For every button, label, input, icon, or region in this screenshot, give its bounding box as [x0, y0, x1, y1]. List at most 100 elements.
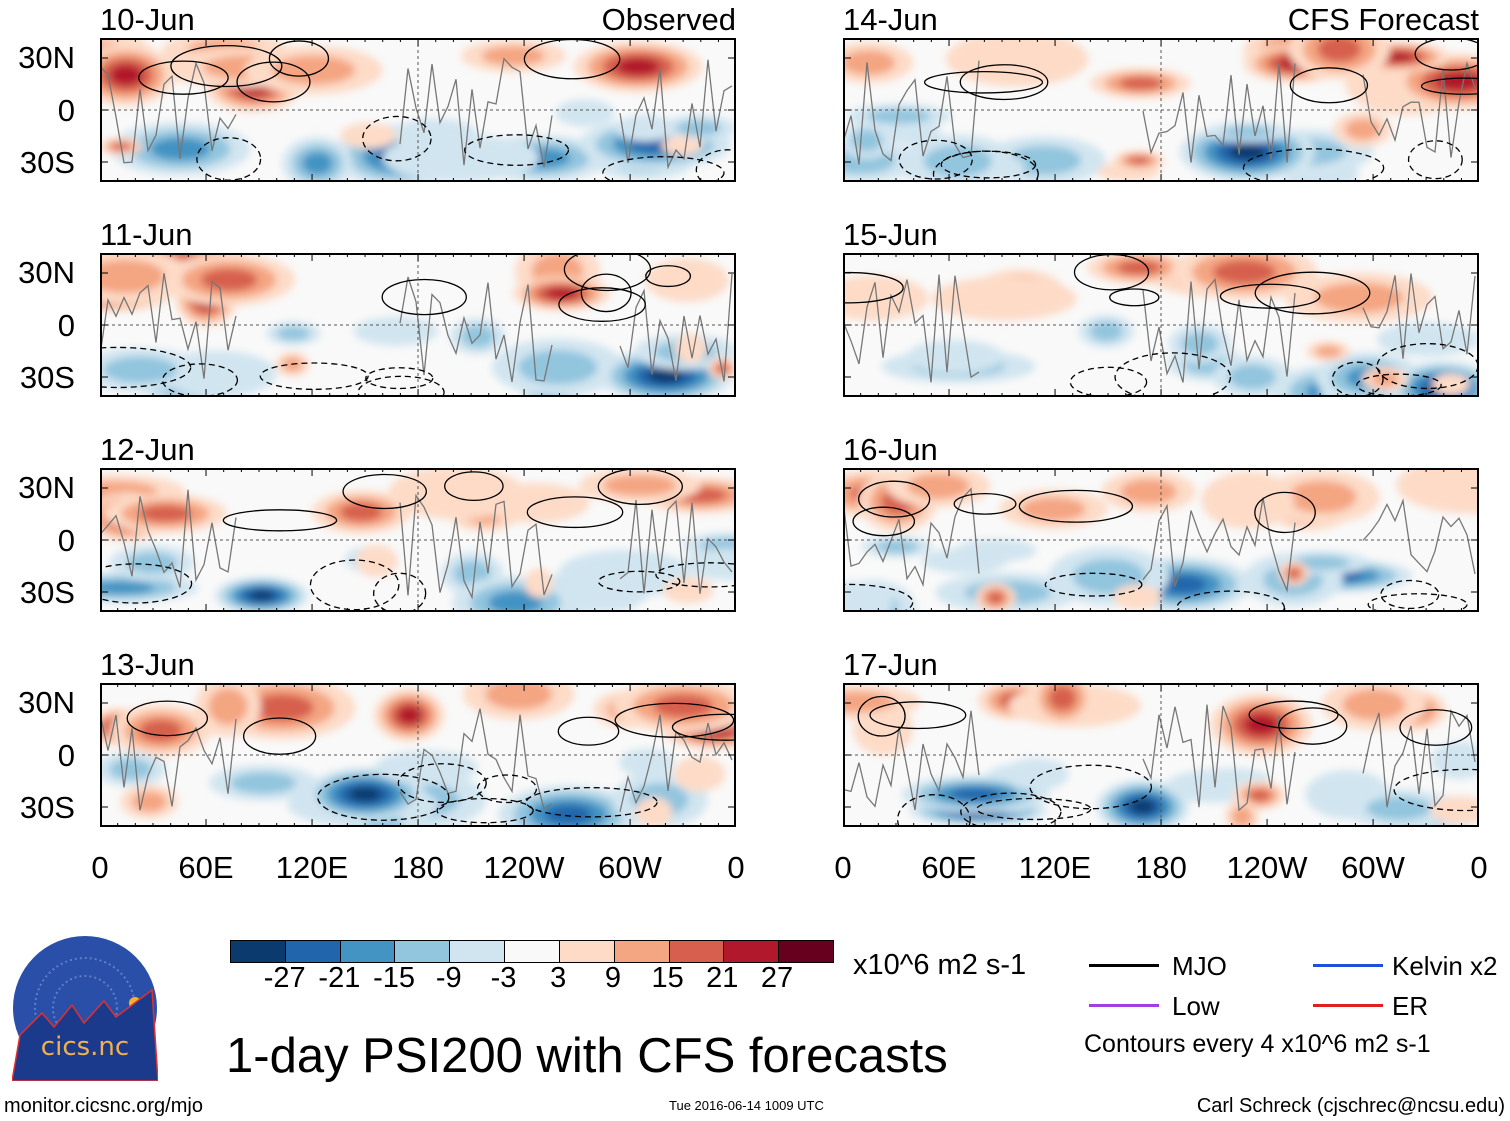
anomaly-blob — [1129, 799, 1156, 814]
forecast-label: CFS Forecast — [1287, 2, 1479, 37]
colorbar-swatch — [669, 941, 725, 962]
anomaly-blob — [1181, 331, 1219, 356]
mjo-contour-negative — [464, 134, 570, 166]
map-panel-16jun — [843, 468, 1479, 612]
anomaly-blob — [1118, 76, 1163, 90]
anomaly-blob — [481, 46, 545, 66]
anomaly-blob — [1248, 789, 1271, 802]
coastline — [100, 713, 237, 811]
mjo-contour-positive — [342, 473, 427, 510]
anomaly-blob — [1432, 373, 1470, 396]
colorbar-label: 9 — [604, 962, 621, 994]
mjo-contour-negative — [373, 572, 427, 612]
lat-label: 30S — [19, 575, 75, 610]
anomaly-blob — [545, 804, 592, 825]
anomaly-blob — [1314, 282, 1404, 313]
coastline — [1362, 273, 1476, 359]
mjo-contour-negative — [597, 570, 681, 593]
lat-label: 0 — [57, 523, 75, 558]
mjo-contour-negative — [602, 156, 725, 182]
footer-timestamp: Tue 2016-06-14 1009 UTC — [669, 1098, 824, 1113]
mjo-contour-positive — [1289, 67, 1369, 104]
panel-date-10jun: 10-Jun — [100, 2, 195, 37]
anomaly-blob — [673, 756, 726, 792]
anomaly-blob — [564, 566, 651, 612]
psi200-map — [843, 468, 1479, 612]
anomaly-blob — [843, 50, 896, 76]
mjo-contour-negative — [436, 797, 534, 824]
mjo-contour-negative — [898, 139, 973, 180]
mjo-contour-positive — [1278, 707, 1348, 745]
mjo-contour-positive — [138, 60, 229, 95]
coastline — [1142, 497, 1296, 593]
mjo-contour-positive — [1219, 283, 1321, 309]
mjo-contour-positive — [381, 278, 467, 316]
mjo-contour-positive — [563, 253, 652, 292]
legend-line-low — [1089, 1004, 1159, 1007]
mjo-contour-negative — [365, 367, 434, 390]
contour-note: Contours every 4 x10^6 m2 s-1 — [1084, 1030, 1431, 1058]
colorbar-units: x10^6 m2 s-1 — [853, 949, 1027, 981]
mjo-contour-positive — [953, 492, 1017, 515]
colorbar-swatch — [395, 941, 451, 962]
mjo-contour-positive — [1254, 271, 1371, 315]
anomaly-blob — [1120, 479, 1177, 505]
anomaly-blob — [356, 544, 398, 578]
colorbar-label: -27 — [263, 962, 306, 994]
colorbar-label: 27 — [760, 962, 794, 994]
mjo-contour-negative — [1176, 590, 1285, 612]
legend-label-er: ER — [1392, 991, 1429, 1021]
lon-label: 180 — [392, 850, 444, 885]
panel-date-11jun: 11-Jun — [100, 217, 193, 252]
colorbar-swatch — [724, 941, 780, 962]
mjo-contour-negative — [655, 562, 736, 588]
cicsnc-logo: cics.nc — [12, 936, 158, 1081]
anomaly-blob — [392, 118, 478, 150]
coastline — [100, 61, 237, 164]
anomaly-blob — [682, 548, 736, 581]
colorbar — [230, 940, 834, 963]
coastline — [399, 493, 553, 600]
footer-author: Carl Schreck (cjschrec@ncsu.edu) — [1196, 1095, 1505, 1117]
anomaly-blob — [1116, 260, 1161, 275]
lon-label: 0 — [834, 850, 852, 885]
anomaly-blob — [653, 694, 714, 718]
colorbar-swatch — [450, 941, 506, 962]
anomaly-blob — [1003, 757, 1069, 791]
coastline — [1362, 60, 1476, 158]
anomaly-blob — [555, 99, 615, 127]
coastline — [619, 273, 733, 382]
colorbar-swatch — [340, 941, 396, 962]
lat-label: 0 — [57, 738, 75, 773]
legend-label-kelvin: Kelvin x2 — [1392, 951, 1498, 981]
colorbar-swatch — [779, 941, 833, 962]
footer-url[interactable]: monitor.cicsnc.org/mjo — [4, 1095, 203, 1117]
psi200-map — [843, 38, 1479, 182]
colorbar-label: 21 — [706, 962, 739, 994]
mjo-contour-positive — [923, 70, 1044, 94]
anomaly-blob — [1021, 497, 1086, 522]
lat-label: 30N — [18, 685, 75, 720]
mjo-contour-positive — [671, 713, 736, 741]
lon-label: 0 — [727, 850, 745, 885]
lon-label: 60E — [178, 850, 234, 885]
legend-label-mjo: MJO — [1172, 951, 1227, 981]
coastline — [399, 276, 553, 383]
figure-title: 1-day PSI200 with CFS forecasts — [226, 1029, 948, 1083]
lat-label: 0 — [57, 308, 75, 343]
anomaly-blob — [1113, 584, 1162, 610]
psi200-map — [100, 683, 736, 827]
anomaly-blob — [1436, 72, 1479, 91]
mjo-contour-positive — [1248, 700, 1339, 730]
anomaly-blob — [109, 64, 143, 86]
anomaly-blob — [1048, 685, 1076, 711]
mjo-contour-positive — [1414, 38, 1479, 71]
anomaly-blob — [1342, 689, 1406, 721]
anomaly-blob — [645, 258, 729, 303]
lat-label: 30S — [19, 145, 75, 180]
psi200-map — [843, 683, 1479, 827]
mjo-contour-negative — [940, 150, 1037, 179]
mjo-contour-negative — [1407, 140, 1463, 180]
mjo-contour-positive — [557, 716, 620, 746]
anomaly-blob — [1089, 321, 1124, 342]
